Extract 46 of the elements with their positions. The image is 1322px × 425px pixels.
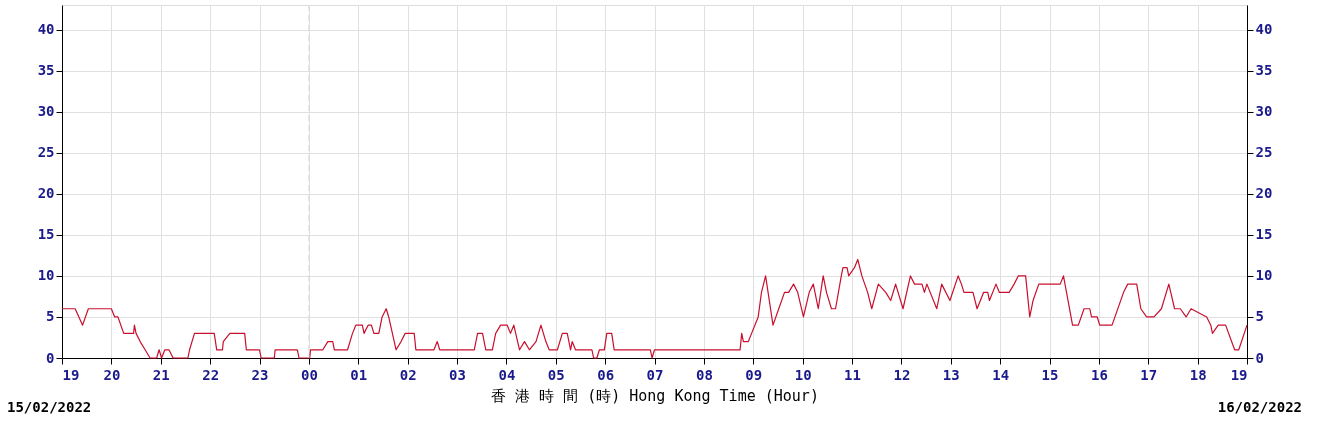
y-tick-label: 20 [37, 185, 55, 202]
x-tick-label: 16 [1090, 366, 1108, 383]
x-tick-label: 01 [350, 366, 368, 383]
y-tick-label: 30 [37, 103, 55, 120]
y2-tick-label: 10 [1255, 267, 1273, 284]
y2-tick-label: 25 [1255, 144, 1273, 161]
x-tick-label: 13 [942, 366, 960, 383]
x-tick-label: 21 [152, 366, 170, 383]
y2-tick-label: 30 [1255, 103, 1273, 120]
x-axis-title: 香 港 時 間 (時) Hong Kong Time (Hour) [491, 386, 819, 405]
x-tick-label: 15 [1041, 366, 1059, 383]
y2-tick-label: 15 [1255, 226, 1273, 243]
x-tick-label: 12 [893, 366, 911, 383]
y-tick-label: 15 [37, 226, 55, 243]
text: 16/02/2022 [1217, 399, 1302, 415]
y2-tick-label: 40 [1255, 21, 1273, 38]
x-tick-label: 11 [844, 366, 861, 383]
x-tick-label: 14 [992, 366, 1010, 383]
x-tick-label: 00 [300, 366, 318, 383]
x-tick-label: 20 [103, 366, 121, 383]
y-tick-label: 0 [46, 349, 55, 366]
x-tick-label: 08 [695, 366, 713, 383]
x-tick-label: 02 [399, 366, 417, 383]
x-tick-label: 19 [1230, 366, 1248, 383]
y-tick-label: 25 [37, 144, 55, 161]
y2-tick-label: 0 [1255, 349, 1264, 366]
y2-tick-label: 20 [1255, 185, 1273, 202]
y2-tick-label: 5 [1255, 308, 1264, 325]
y-tick-label: 10 [37, 267, 55, 284]
x-tick-label: 09 [745, 366, 763, 383]
x-tick-label: 23 [251, 366, 269, 383]
x-tick-label: 06 [597, 366, 615, 383]
text: 15/02/2022 [7, 399, 92, 415]
x-tick-label: 10 [794, 366, 812, 383]
y2-tick-label: 35 [1255, 62, 1273, 79]
y-tick-label: 35 [37, 62, 55, 79]
x-tick-label: 04 [498, 366, 516, 383]
x-tick-label: 07 [646, 366, 664, 383]
y-tick-label: 5 [46, 308, 55, 325]
x-tick-label: 17 [1140, 366, 1158, 383]
x-tick-label: 05 [547, 366, 565, 383]
y-tick-label: 40 [37, 21, 55, 38]
x-tick-label: 22 [202, 366, 220, 383]
x-tick-label: 19 [62, 366, 80, 383]
x-tick-label: 03 [449, 366, 466, 383]
x-tick-label: 18 [1189, 366, 1207, 383]
